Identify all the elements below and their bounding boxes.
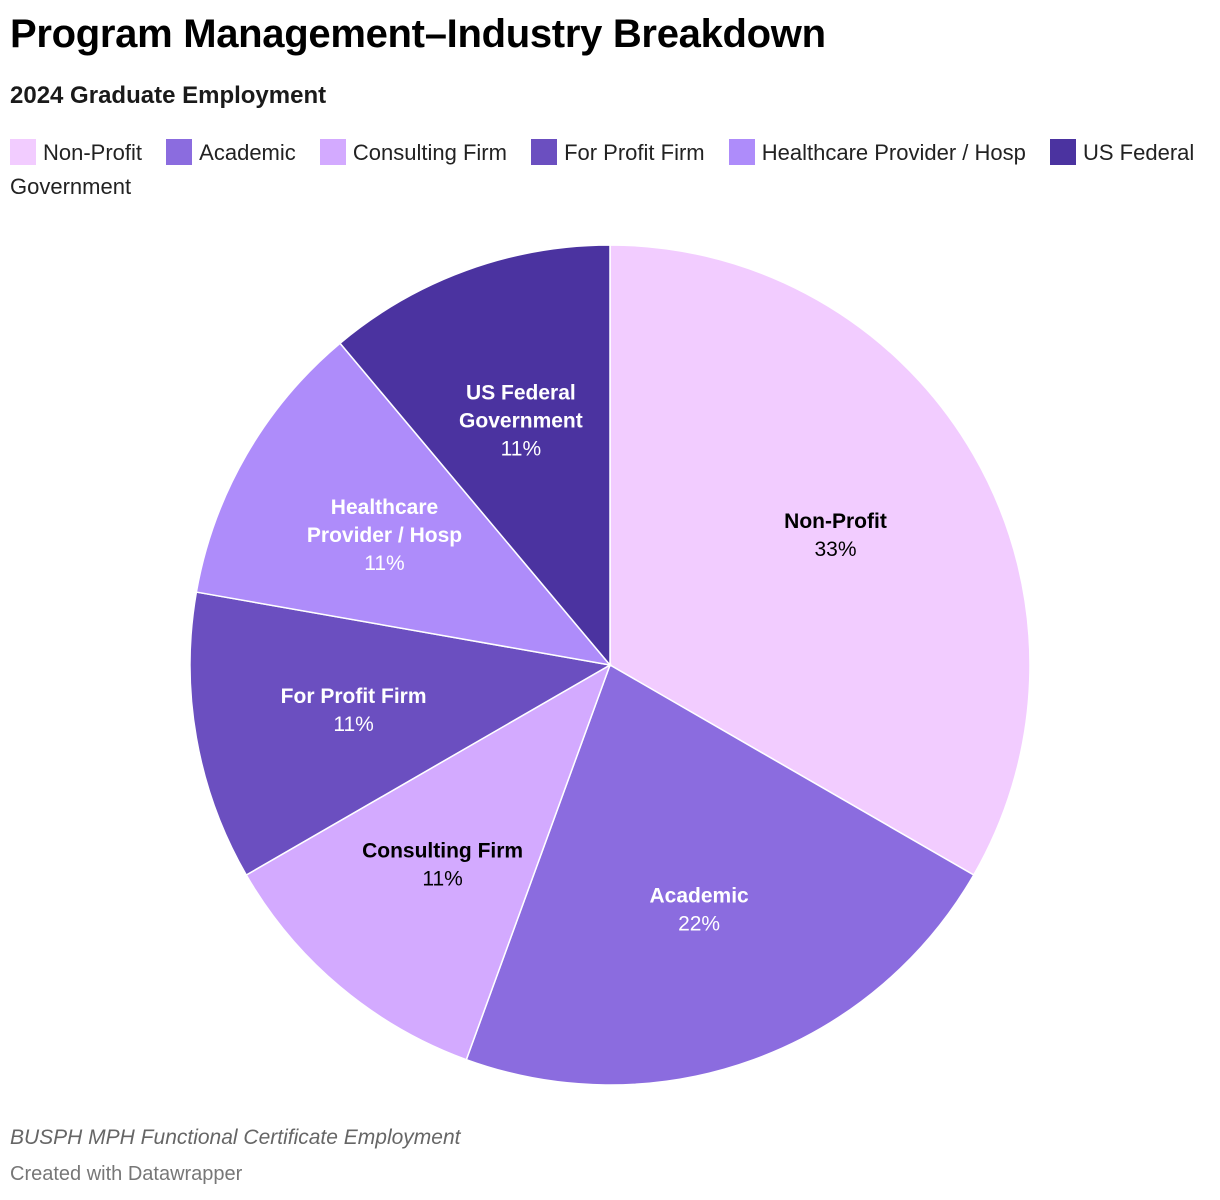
slice-label-percent: 11% — [422, 868, 462, 891]
slice-label-for-profit-firm: For Profit Firm 11% — [281, 685, 427, 736]
legend-swatch — [531, 139, 558, 165]
legend-item-for-profit-firm: For Profit Firm — [531, 139, 705, 165]
pie-slice-consulting-firm — [245, 663, 612, 1061]
legend-label: Academic — [199, 140, 296, 165]
slice-label-percent: 11% — [501, 437, 541, 460]
pie-slice-non-profit — [609, 244, 1031, 877]
legend-item-academic: Academic — [166, 139, 296, 165]
slice-label-consulting-firm: Consulting Firm 11% — [362, 840, 523, 891]
legend-item-us-federal-government: US Federal Government — [10, 139, 1195, 199]
slice-label-name: US Federal — [466, 381, 576, 404]
chart-subtitle: 2024 Graduate Employment — [10, 82, 327, 109]
legend-swatch — [10, 139, 36, 165]
slice-label-name: Healthcare — [331, 496, 438, 519]
pie-slice-for-profit-firm — [189, 591, 613, 877]
legend: Non-Profit Academic Consulting Firm For … — [10, 136, 1200, 204]
legend-item-healthcare-provider: Healthcare Provider / Hosp — [728, 139, 1026, 165]
legend-label: For Profit Firm — [564, 140, 705, 165]
legend-label: Non-Profit — [43, 140, 143, 165]
pie-slice-healthcare-provider-hosp — [195, 342, 612, 667]
pie-slice-academic — [465, 663, 975, 1086]
credit-note: Created with Datawrapper — [10, 1163, 243, 1185]
legend-label: Healthcare Provider / Hosp — [761, 140, 1026, 165]
pie-slices — [189, 244, 1031, 1086]
slice-label-non-profit: Non-Profit 33% — [784, 510, 887, 561]
legend-swatch — [166, 139, 193, 165]
legend-swatch — [1050, 139, 1076, 165]
slice-label-name: Non-Profit — [784, 510, 887, 533]
legend-swatch — [319, 139, 346, 165]
slice-label-percent: 22% — [678, 913, 720, 936]
slice-label-percent: 33% — [814, 538, 856, 561]
legend-swatch — [728, 139, 755, 165]
slice-label-name: Academic — [649, 885, 749, 908]
legend-label: Consulting Firm — [352, 140, 507, 165]
slice-label-academic: Academic 22% — [649, 885, 749, 936]
pie-labels: Non-Profit 33% Academic 22% Consulting Firm 1… — [281, 381, 887, 935]
slice-label-us-federal-government: US Federal Government 11% — [459, 381, 583, 460]
legend-label: US Federal Government — [10, 140, 1195, 199]
legend-item-non-profit: Non-Profit — [10, 139, 143, 165]
legend-item-consulting-firm: Consulting Firm — [319, 139, 507, 165]
slice-label-percent: 11% — [333, 713, 373, 736]
slice-label-healthcare-provider-hosp: Healthcare Provider / Hosp 11% — [307, 496, 462, 575]
slice-label-name: Government — [459, 409, 583, 432]
pie-slice-us-federal-government — [338, 244, 611, 668]
chart-title: Program Management–Industry Breakdown — [10, 12, 826, 56]
slice-label-name: For Profit Firm — [281, 685, 427, 708]
slice-label-name: Provider / Hosp — [307, 524, 462, 547]
slice-label-name: Consulting Firm — [362, 840, 523, 863]
slice-label-percent: 11% — [364, 552, 404, 575]
source-note: BUSPH MPH Functional Certificate Employm… — [10, 1126, 461, 1149]
